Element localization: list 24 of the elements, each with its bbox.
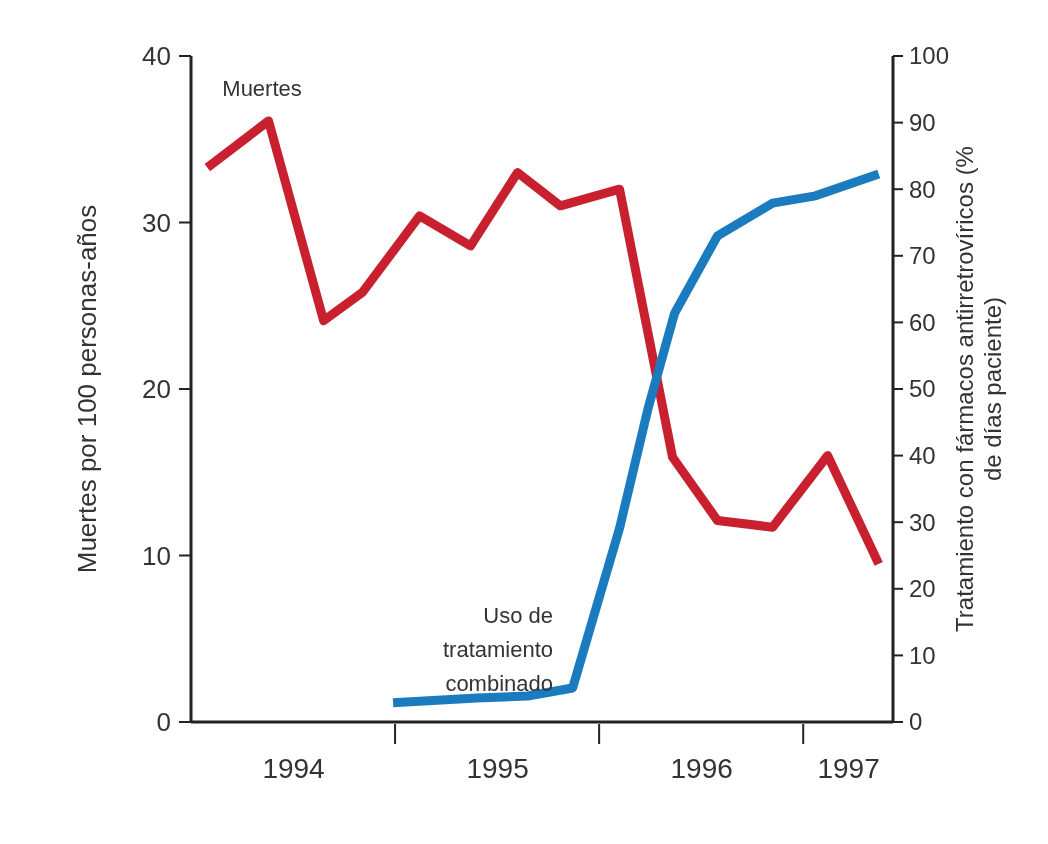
y-tick-label: 20	[142, 374, 171, 405]
y2-tick-label: 10	[909, 641, 936, 669]
y2-tick-label: 40	[909, 442, 936, 469]
y-tick-label: 40	[142, 41, 171, 72]
y2-axis-title: Tratamiento con fármacos antirretrovíricos (% de días paciente)	[951, 146, 1006, 632]
y2-tick-label: 50	[909, 375, 936, 403]
y-axis-title: Muertes por 100 personas-años	[72, 204, 102, 574]
y2-tick-label: 80	[909, 175, 936, 203]
x-tick-label: 1995	[466, 752, 529, 784]
x-tick-label: 1994	[262, 752, 325, 784]
y2-tick-label: 90	[909, 109, 936, 136]
series-label: Uso de tratamiento combinado	[442, 602, 554, 696]
y2-tick-label: 30	[909, 508, 936, 536]
y2-tick-label: 60	[909, 308, 936, 336]
y2-tick-label: 20	[909, 575, 936, 603]
x-tick-label: 1997	[817, 752, 880, 784]
y-tick-label: 30	[142, 207, 171, 238]
y2-tick-label: 0	[909, 708, 923, 736]
y2-tick-label: 70	[909, 242, 936, 270]
y-tick-label: 10	[142, 540, 171, 571]
x-tick-label: 1996	[670, 752, 733, 784]
y2-tick-label: 100	[909, 42, 950, 70]
series-label: Muertes	[222, 76, 302, 101]
y-tick-label: 0	[156, 707, 171, 738]
